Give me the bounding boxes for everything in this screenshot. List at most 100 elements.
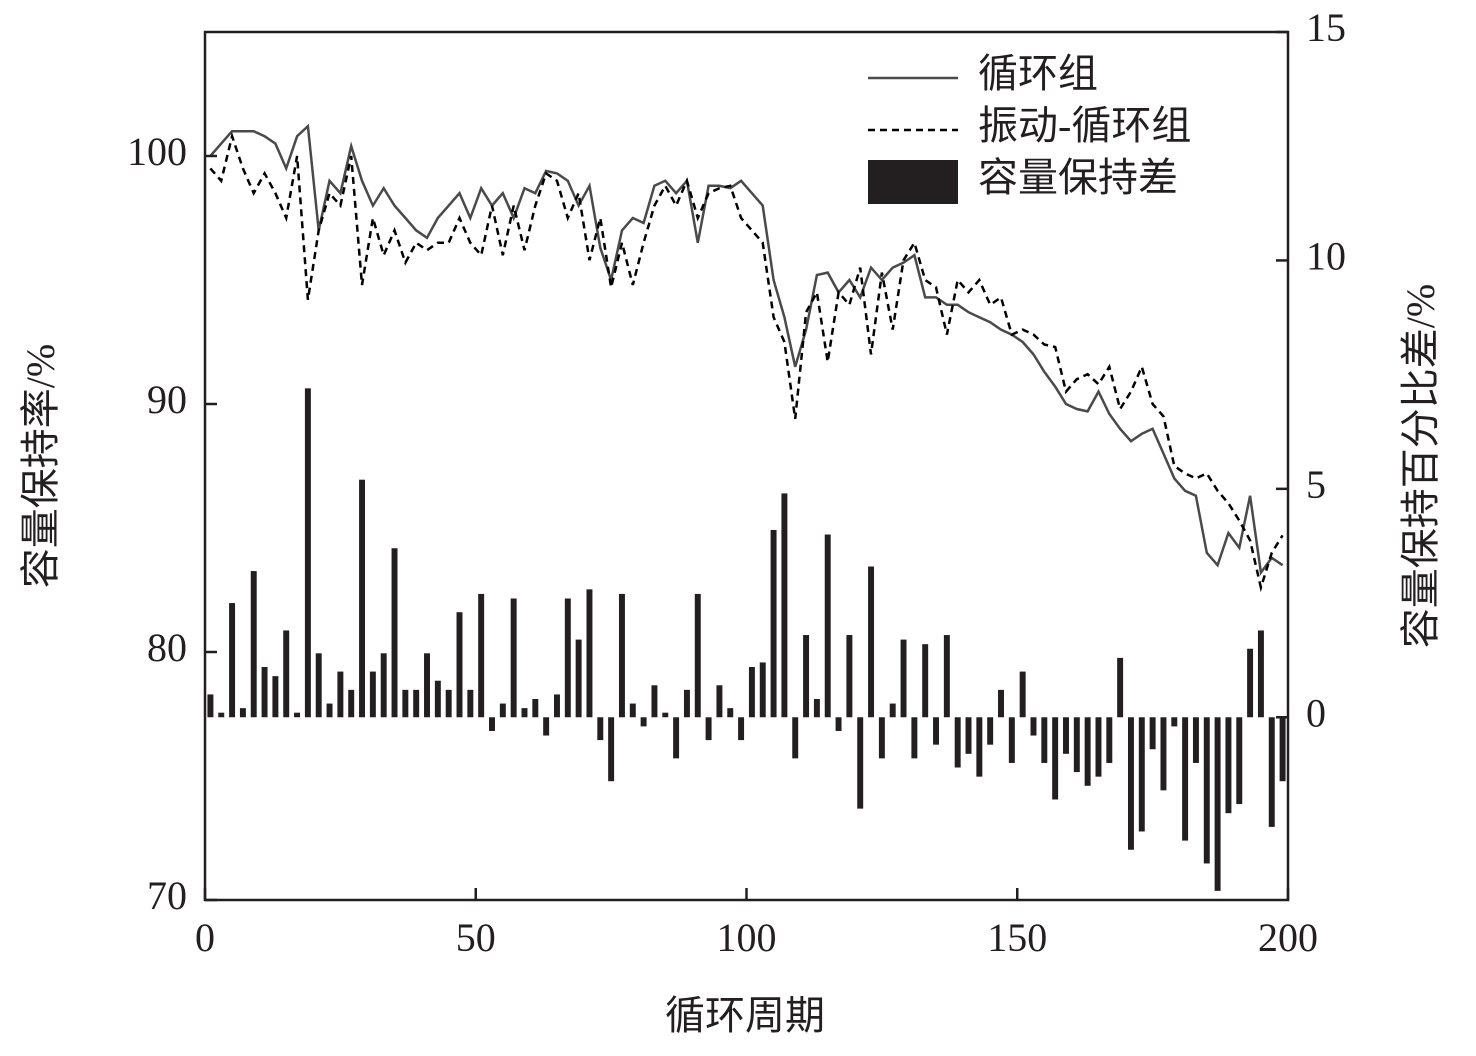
bar [553, 694, 560, 718]
bar [803, 635, 810, 718]
bar [965, 717, 972, 754]
bar [564, 598, 571, 718]
bar [727, 708, 734, 718]
bar [1073, 717, 1080, 773]
x-tick-label: 150 [987, 915, 1047, 960]
bar [597, 717, 604, 741]
y2-tick-label: 5 [1306, 462, 1326, 507]
x-tick-label: 50 [456, 915, 496, 960]
legend-label: 循环组 [978, 51, 1098, 96]
bar [1063, 717, 1069, 754]
bar [998, 689, 1004, 718]
legend-label: 容量保持差 [978, 155, 1178, 200]
bar [250, 571, 257, 718]
bar [662, 712, 669, 718]
bar [207, 694, 214, 718]
bar [499, 703, 506, 718]
bar [976, 717, 983, 777]
bar [629, 703, 636, 718]
bar [987, 717, 994, 745]
legend-swatch [868, 160, 958, 204]
bar [1257, 630, 1264, 718]
bar [348, 689, 355, 718]
bar [575, 639, 582, 718]
bar [770, 529, 777, 718]
bar [304, 388, 311, 718]
bar [402, 689, 409, 718]
bar [889, 703, 896, 718]
bar [868, 566, 875, 718]
bar [218, 712, 225, 718]
bar [835, 717, 842, 731]
bar [229, 603, 236, 718]
bar [900, 639, 907, 718]
bar [792, 717, 799, 759]
bar [1225, 717, 1232, 814]
bar [532, 698, 539, 718]
x-tick-label: 200 [1258, 915, 1318, 960]
bar [748, 667, 755, 718]
bar [1095, 717, 1102, 777]
bar [640, 717, 647, 727]
bar [954, 717, 961, 768]
bar [445, 689, 452, 718]
bar [521, 708, 528, 718]
bar [1268, 717, 1275, 827]
bar [380, 653, 387, 718]
bar [510, 598, 517, 718]
bar [261, 667, 268, 718]
bar [359, 479, 366, 718]
bar [315, 653, 322, 718]
bar [694, 593, 701, 718]
bar [489, 717, 495, 731]
bar [781, 493, 788, 718]
line-series [209, 131, 1284, 593]
y-tick-label: 90 [147, 377, 187, 422]
bar [933, 717, 940, 745]
bar [1171, 717, 1178, 727]
bar [1008, 717, 1015, 763]
bar [294, 712, 301, 718]
y-axis-title: 容量保持率/% [18, 344, 63, 588]
y-tick-label: 100 [127, 129, 187, 174]
bar [413, 689, 420, 718]
bar [1160, 717, 1167, 791]
bar [1247, 648, 1254, 718]
bar [283, 630, 290, 718]
bar [1214, 717, 1221, 891]
bar [857, 717, 864, 809]
bar [369, 671, 376, 718]
bar [738, 717, 745, 741]
bar [813, 698, 820, 718]
bar [543, 717, 550, 736]
bar [1192, 717, 1199, 763]
bar [673, 717, 680, 759]
line-series [209, 123, 1284, 576]
bar [1030, 717, 1037, 736]
bar [424, 653, 430, 718]
bar [911, 717, 918, 759]
bar [705, 717, 712, 741]
bar [1203, 717, 1210, 864]
bar [943, 635, 950, 718]
y-tick-label: 80 [147, 625, 187, 670]
bar [1106, 717, 1113, 763]
bar [391, 548, 398, 718]
bar [272, 676, 279, 718]
bar [824, 534, 831, 718]
bar [326, 703, 333, 718]
bar [456, 612, 463, 718]
bar [1182, 717, 1189, 841]
y2-tick-label: 0 [1306, 690, 1326, 735]
bar [878, 717, 885, 759]
bar [1084, 717, 1091, 786]
bar [478, 593, 485, 718]
bar [759, 662, 766, 718]
bar [1138, 717, 1145, 832]
bar [586, 589, 593, 718]
y2-axis-title: 容量保持百分比差/% [1398, 284, 1443, 648]
bar [1019, 671, 1026, 718]
bar [1041, 717, 1048, 763]
bar [434, 680, 441, 718]
bar [618, 593, 625, 718]
